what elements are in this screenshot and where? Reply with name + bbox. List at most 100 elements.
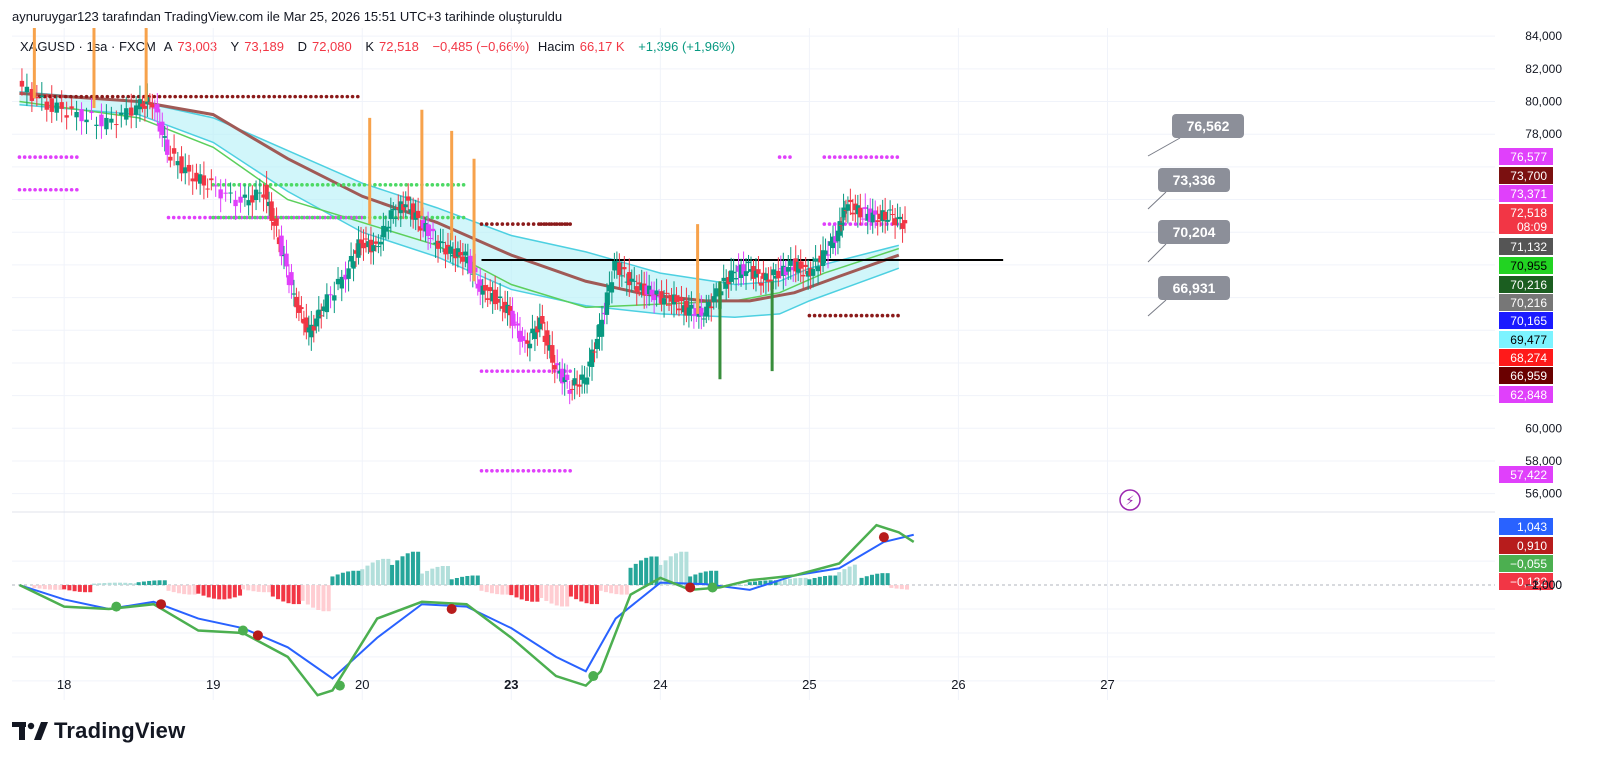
- candle-body: [94, 124, 99, 126]
- date-label: 18: [57, 677, 71, 692]
- level-dot: [256, 94, 261, 99]
- symbol-name[interactable]: XAGUSD · 1sa · FXCM: [20, 39, 156, 54]
- level-dot: [247, 215, 252, 220]
- candle-body: [890, 214, 895, 216]
- level-dot: [236, 94, 240, 99]
- level-dot: [350, 94, 355, 99]
- indicator-badge: [1499, 537, 1553, 554]
- price-tick-label: 80,000: [1525, 95, 1562, 109]
- histogram-bar: [440, 566, 445, 586]
- histogram-bar: [77, 585, 82, 592]
- level-dot: [479, 468, 484, 473]
- callout-box: [1172, 114, 1244, 138]
- histogram-bar: [823, 575, 828, 586]
- candle-body: [577, 384, 582, 387]
- price-badge-label: 71,132: [1510, 240, 1547, 254]
- candle-body: [743, 271, 749, 277]
- level-dot: [531, 468, 536, 473]
- level-dot: [289, 215, 294, 220]
- level-dot: [288, 94, 292, 99]
- candle-body: [197, 174, 203, 184]
- price-badge: [1499, 167, 1553, 184]
- tradingview-logo[interactable]: TradingView: [12, 718, 185, 744]
- time-axis[interactable]: 18 19 20 23 24 25 26 27: [57, 677, 1115, 692]
- candle-body: [656, 296, 662, 298]
- candle-body: [773, 275, 779, 279]
- histogram-bar: [614, 585, 619, 595]
- histogram-bar: [530, 585, 535, 602]
- candle-body: [796, 261, 801, 273]
- histogram-bar: [238, 585, 243, 596]
- callout-box: [1158, 276, 1230, 300]
- histogram-bar: [176, 585, 181, 594]
- cross-marker: [588, 671, 599, 682]
- candle-body: [332, 295, 337, 301]
- level-dot: [537, 369, 541, 373]
- histogram-bar: [296, 585, 301, 605]
- price-axis[interactable]: 84,000 82,000 80,000 78,000 60,000 58,000 56,0…: [1499, 29, 1562, 592]
- candle-body: [142, 105, 148, 109]
- price-badge-label: 76,577: [1510, 150, 1547, 164]
- level-dot: [505, 468, 510, 473]
- candle-body: [301, 318, 307, 324]
- level-dot: [54, 187, 58, 192]
- candle-body: [500, 306, 505, 309]
- level-dot: [542, 222, 546, 226]
- candle-body: [579, 374, 585, 380]
- level-dot: [864, 155, 868, 159]
- candle-body: [741, 264, 746, 275]
- level-dot: [303, 94, 308, 99]
- candle-body: [74, 111, 79, 118]
- level-dot: [178, 94, 183, 99]
- level-dot: [373, 215, 377, 220]
- level-dot: [516, 369, 520, 373]
- candle-body: [810, 268, 816, 276]
- level-dot: [378, 215, 382, 220]
- candle-body: [728, 270, 734, 282]
- candle-body: [274, 218, 279, 226]
- level-dot: [177, 215, 181, 220]
- callout-label: 76,562: [1187, 118, 1230, 134]
- level-dot: [204, 94, 209, 99]
- candle-body: [642, 283, 647, 296]
- candle-body: [686, 307, 692, 316]
- candle-body: [701, 318, 707, 320]
- level-dot: [812, 313, 817, 318]
- histogram-bar: [91, 583, 96, 586]
- histogram-bar: [133, 583, 138, 586]
- candle-body: [228, 192, 233, 194]
- candle-body: [89, 111, 94, 114]
- price-badge: [1499, 294, 1553, 311]
- level-dot: [446, 183, 450, 187]
- histogram-bar: [880, 573, 885, 586]
- level-dot: [215, 94, 219, 99]
- histogram-bar: [479, 585, 484, 591]
- level-dot: [38, 187, 43, 192]
- candle-body: [709, 306, 714, 309]
- level-dot: [131, 94, 136, 99]
- alert-icon[interactable]: ⚡: [1119, 489, 1141, 511]
- level-dot: [542, 468, 546, 473]
- candle-body: [440, 242, 446, 244]
- price-badge-label: 72,518: [1510, 206, 1547, 220]
- histogram-bar: [97, 583, 102, 586]
- ma-cloud: [19, 90, 900, 318]
- candle-body: [383, 227, 389, 232]
- candle-body: [271, 221, 277, 226]
- level-dot: [818, 313, 822, 318]
- candle-body: [253, 189, 259, 201]
- candle-body: [450, 254, 456, 257]
- level-dot: [341, 215, 346, 220]
- level-dot: [838, 155, 842, 159]
- histogram-bar: [381, 558, 386, 586]
- histogram-bar: [817, 576, 822, 586]
- candle-body: [714, 288, 719, 297]
- candle-body: [786, 267, 791, 272]
- price-badge: [1499, 257, 1553, 274]
- cross-marker: [334, 680, 345, 691]
- candle-body: [209, 178, 214, 181]
- level-dot: [362, 215, 367, 220]
- histogram-bar: [758, 580, 763, 586]
- histogram-bar: [390, 564, 395, 586]
